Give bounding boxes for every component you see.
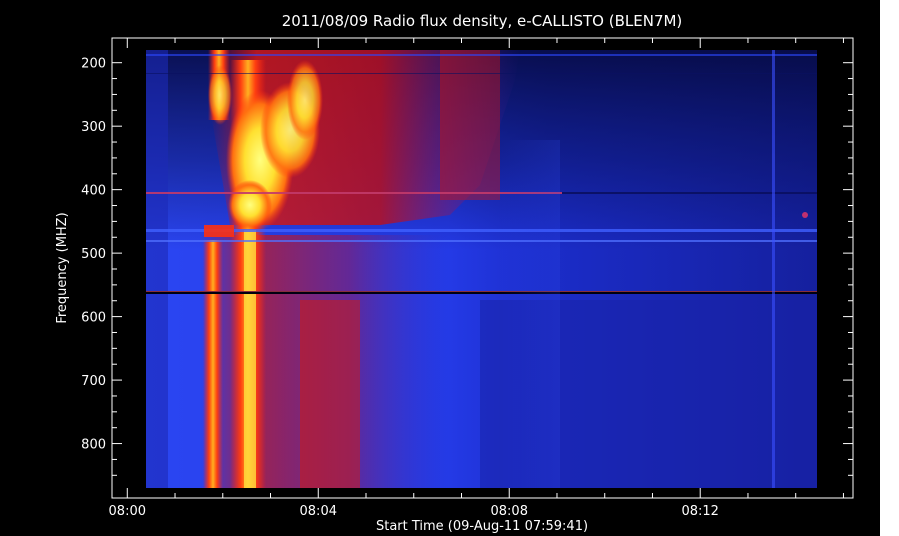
y-tick-label: 500 (81, 247, 106, 262)
spectrogram-image (146, 50, 817, 488)
spectrogram-figure: 200 300 400 500 600 700 800 08:00 08:04 08:08 08:… (0, 0, 880, 536)
y-axis: 200 300 400 500 600 700 800 (81, 57, 853, 476)
y-tick-label: 700 (81, 374, 106, 389)
y-tick-label: 200 (81, 57, 106, 72)
y-tick-label: 600 (81, 311, 106, 326)
x-axis-title: Start Time (09-Aug-11 07:59:41) (376, 519, 588, 534)
x-tick-label: 08:00 (109, 504, 146, 519)
y-tick-label: 800 (81, 438, 106, 453)
y-tick-label: 400 (81, 184, 106, 199)
y-axis-title: Frequency (MHZ) (55, 212, 70, 323)
plot-frame (111, 37, 854, 499)
y-tick-label: 300 (81, 120, 106, 135)
x-tick-label: 08:08 (491, 504, 528, 519)
x-tick-label: 08:04 (300, 504, 337, 519)
x-axis: 08:00 08:04 08:08 08:12 (109, 38, 844, 519)
chart-title: 2011/08/09 Radio flux density, e-CALLIST… (282, 12, 683, 30)
x-tick-label: 08:12 (681, 504, 718, 519)
